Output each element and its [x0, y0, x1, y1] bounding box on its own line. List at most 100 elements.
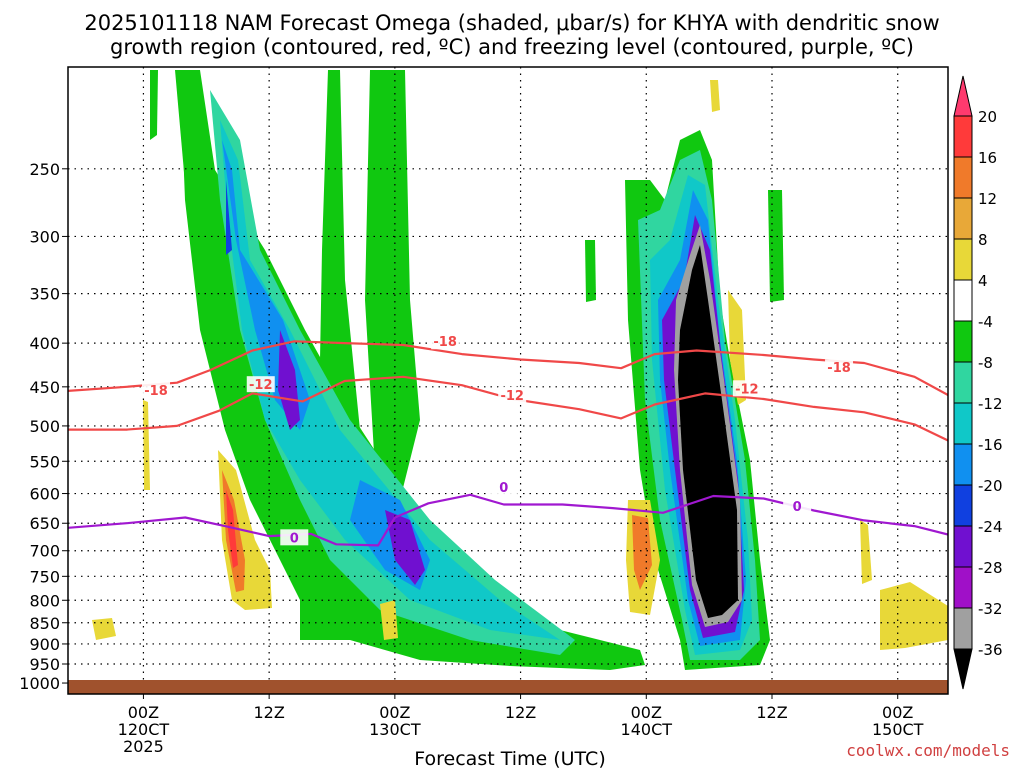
y-tick-label: 550	[29, 452, 60, 471]
y-tick-label: 800	[29, 591, 60, 610]
colorbar-label: 16	[978, 149, 997, 167]
omega-region-positive-small-4	[860, 520, 872, 584]
omega-region-negative-band	[180, 70, 645, 670]
omega-shaded-field	[92, 70, 948, 670]
x-tick-label: 120CT	[118, 720, 170, 739]
y-tick-label: 850	[29, 614, 60, 633]
omega-region-green-mid-small	[585, 240, 596, 302]
colorbar-swatch	[953, 361, 973, 404]
contour-label-bg	[142, 381, 170, 398]
y-tick-label: 450	[29, 378, 60, 397]
omega-region-positive-left-red	[226, 490, 238, 568]
omega-region-positive-small-2	[380, 600, 398, 640]
x-tick-label: 12Z	[756, 703, 787, 722]
colorbar-swatch	[953, 484, 973, 527]
omega-region-positive-small-6	[143, 400, 150, 490]
y-axis-pressure: 250 300 350 400 450 500 550 600 650 700 750 800 850 9…	[19, 160, 68, 693]
plot-border	[67, 66, 949, 695]
x-tick-label: 12Z	[253, 703, 284, 722]
colorbar-swatch	[953, 238, 973, 281]
colorbar-label: -16	[978, 436, 1003, 454]
contour-label-bg	[732, 380, 761, 397]
colorbar-label: -36	[978, 641, 1003, 659]
contour-label: 0	[793, 500, 802, 515]
y-tick-label: 250	[29, 160, 60, 179]
colorbar-bottom-arrow	[953, 648, 973, 690]
x-tick-label: 00Z	[379, 703, 410, 722]
colorbar-swatch	[953, 115, 973, 158]
colorbar-swatch	[953, 197, 973, 240]
colorbar-top-arrow	[953, 75, 973, 117]
colorbar-swatch	[953, 156, 973, 199]
colorbar-label: -12	[978, 395, 1003, 413]
x-tick-label: 12Z	[505, 703, 536, 722]
colorbar-label: 8	[978, 231, 988, 249]
contour-label-bg	[825, 359, 854, 376]
colorbar-swatch	[953, 525, 973, 568]
omega-region-positive-right-orange	[632, 515, 652, 590]
colorbar-swatch	[953, 402, 973, 445]
contour--18-line	[68, 340, 948, 396]
omega-region-positive-small-1	[92, 618, 116, 640]
omega-region-purple-left	[278, 330, 300, 430]
contour-label: -12	[735, 382, 759, 397]
x-axis-title: Forecast Time (UTC)	[414, 748, 605, 768]
x-tick-label: 00Z	[128, 703, 159, 722]
credit-link[interactable]: coolwx.com/models	[846, 741, 1010, 760]
omega-region-positive-far-right	[880, 582, 948, 650]
colorbar-label: -4	[978, 313, 993, 331]
omega-region-positive-small-3	[728, 290, 746, 405]
y-tick-label: 950	[29, 655, 60, 674]
colorbar-swatch	[953, 279, 973, 322]
colorbar-label: -24	[978, 518, 1003, 536]
contour-label-bg	[783, 497, 812, 514]
y-tick-label: 1000	[19, 674, 60, 693]
y-tick-label: 900	[29, 635, 60, 654]
y-tick-label: 350	[29, 285, 60, 304]
chart-title-line2: growth region (contoured, red, ºC) and f…	[110, 35, 914, 59]
x-tick-label: 2025	[123, 737, 164, 756]
contour-label-bg	[280, 529, 309, 546]
x-tick-label: 00Z	[631, 703, 662, 722]
chart-title-line1: 2025101118 NAM Forecast Omega (shaded, μ…	[84, 11, 939, 35]
colorbar-legend: 20 16 12 8 4 -4 -8 -12 -16 -20 -24 -28 -32 -36	[953, 75, 1003, 690]
x-tick-label: 00Z	[882, 703, 913, 722]
colorbar-label: -8	[978, 354, 993, 372]
contour-label: -18	[433, 335, 457, 350]
contour-label-bg	[431, 333, 460, 350]
contour-label: -18	[827, 361, 851, 376]
y-tick-label: 750	[29, 567, 60, 586]
y-tick-label: 300	[29, 227, 60, 246]
contour-label: -18	[144, 384, 168, 399]
contour-label-bg	[246, 376, 275, 393]
colorbar-swatch	[953, 607, 973, 650]
omega-region-tower-right	[365, 70, 420, 500]
plot-area: -18 -18 -18 -12 -12 -12 0 0 0	[67, 66, 949, 695]
y-tick-label: 400	[29, 334, 60, 353]
contour-labels: -18 -18 -18 -12 -12 -12 0 0 0	[142, 333, 854, 546]
x-tick-label: 140CT	[621, 720, 673, 739]
colorbar-label: 12	[978, 190, 997, 208]
contour-label: -12	[500, 389, 524, 404]
contour-label-bg	[498, 386, 527, 403]
contour-label-bg	[489, 478, 518, 495]
colorbar-swatch	[953, 320, 973, 363]
colorbar-label: 20	[978, 108, 997, 126]
terrain-ground-bar	[68, 680, 948, 694]
omega-region-small-left	[150, 70, 158, 140]
omega-region-positive-small-5	[710, 80, 720, 112]
omega-region-tower-left	[175, 70, 205, 240]
x-tick-label: 150CT	[872, 720, 924, 739]
contour-label: 0	[290, 531, 299, 546]
colorbar-label: -32	[978, 600, 1003, 618]
colorbar-label: -28	[978, 559, 1003, 577]
contour-label: -12	[249, 378, 273, 393]
y-tick-label: 650	[29, 514, 60, 533]
y-tick-label: 700	[29, 542, 60, 561]
y-tick-label: 600	[29, 485, 60, 504]
x-tick-label: 130CT	[369, 720, 421, 739]
omega-region-black-core	[678, 245, 738, 618]
y-tick-label: 500	[29, 417, 60, 436]
